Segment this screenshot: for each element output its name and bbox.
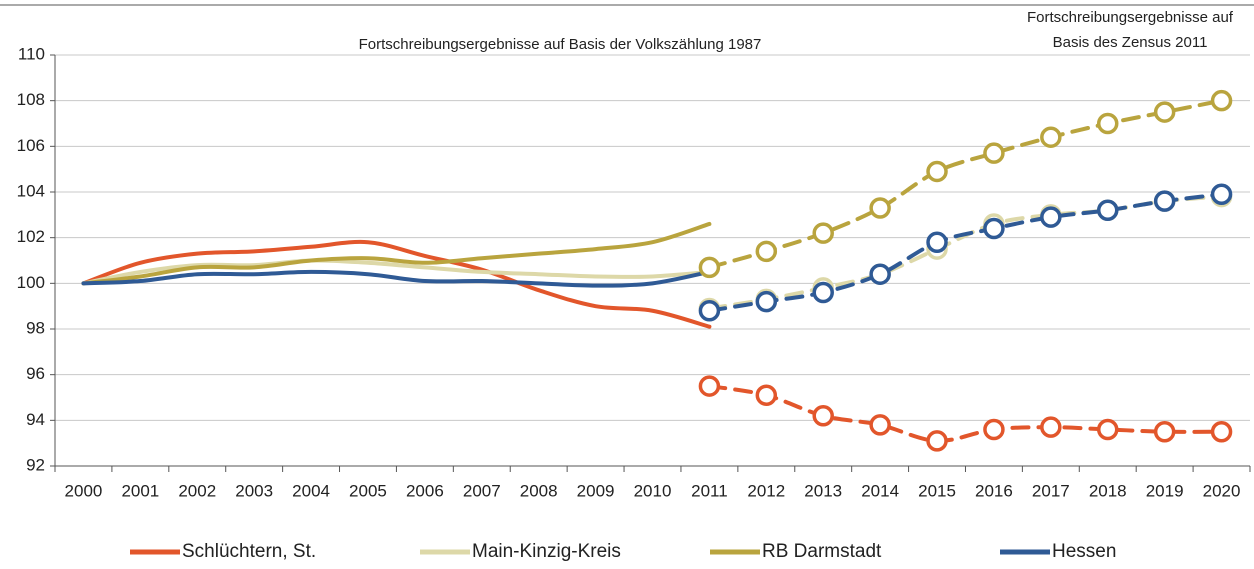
line-zensus (707, 98, 1224, 270)
x-tick-label: 2020 (1203, 481, 1241, 500)
line-zensus (707, 194, 1224, 311)
x-tick-label: 2003 (235, 481, 273, 500)
legend-label: Hessen (1052, 541, 1116, 562)
line (81, 221, 712, 286)
line (81, 269, 712, 288)
x-tick-label: 2010 (634, 481, 672, 500)
marker (755, 290, 778, 313)
line (81, 239, 712, 329)
x-tick-label: 2009 (577, 481, 615, 500)
y-tick-label: 100 (17, 273, 45, 292)
marker (1096, 199, 1119, 222)
marker (983, 217, 1005, 240)
marker (1153, 190, 1176, 212)
y-tick-label: 106 (17, 136, 45, 155)
x-tick-label: 2015 (918, 481, 956, 500)
annotation: Fortschreibungsergebnisse auf (1027, 9, 1234, 26)
x-tick-label: 2018 (1089, 481, 1127, 500)
y-tick-label: 96 (26, 364, 45, 383)
marker (755, 240, 778, 263)
marker (926, 430, 948, 452)
marker (698, 299, 721, 322)
x-tick-label: 2013 (804, 481, 842, 500)
marker (1040, 126, 1062, 148)
x-tick-label: 2012 (747, 481, 785, 500)
legend-label: Schlüchtern, St. (182, 541, 316, 562)
marker (1210, 183, 1233, 206)
marker (983, 418, 1005, 441)
legend-label: RB Darmstadt (762, 541, 882, 562)
marker (869, 414, 891, 436)
marker (1040, 206, 1062, 228)
x-tick-label: 2005 (349, 481, 387, 500)
marker (698, 256, 721, 279)
x-tick-label: 2019 (1146, 481, 1184, 500)
line-zensus (707, 192, 1224, 313)
x-tick-label: 2004 (292, 481, 330, 500)
x-tick-label: 2017 (1032, 481, 1070, 500)
x-tick-label: 2016 (975, 481, 1013, 500)
marker (926, 231, 948, 253)
x-tick-label: 2002 (178, 481, 216, 500)
marker (869, 263, 891, 285)
marker (983, 142, 1005, 164)
x-tick-label: 2007 (463, 481, 501, 500)
marker (926, 160, 948, 183)
marker (1210, 421, 1233, 443)
marker (1153, 421, 1176, 443)
marker (1096, 418, 1119, 441)
y-tick-label: 110 (18, 44, 45, 63)
annotation: Fortschreibungsergebnisse auf Basis der … (359, 36, 762, 53)
marker (1040, 416, 1062, 438)
marker (812, 281, 834, 304)
line-zensus (707, 384, 1224, 443)
y-tick-label: 92 (26, 455, 45, 474)
marker (812, 222, 834, 244)
x-tick-label: 2001 (121, 481, 159, 500)
marker (1096, 112, 1119, 135)
y-tick-label: 102 (17, 227, 45, 246)
legend-label: Main-Kinzig-Kreis (472, 541, 621, 562)
x-tick-label: 2006 (406, 481, 444, 500)
marker (698, 375, 721, 397)
x-tick-label: 2000 (65, 481, 103, 500)
marker (869, 197, 891, 219)
x-tick-label: 2011 (691, 481, 728, 500)
marker (1210, 89, 1233, 112)
marker (755, 384, 778, 406)
marker (812, 405, 834, 427)
x-tick-label: 2008 (520, 481, 558, 500)
y-tick-label: 94 (26, 410, 45, 429)
y-tick-label: 104 (17, 181, 45, 200)
marker (1153, 101, 1176, 123)
y-tick-label: 108 (17, 90, 45, 109)
x-tick-label: 2014 (861, 481, 899, 500)
y-tick-label: 98 (26, 318, 45, 337)
line (81, 258, 712, 286)
annotation: Basis des Zensus 2011 (1053, 34, 1208, 51)
